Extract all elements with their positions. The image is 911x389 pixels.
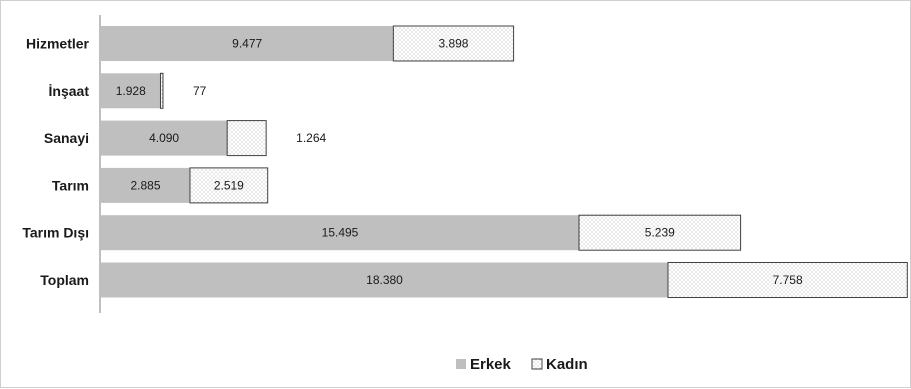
- data-label-kadın-sanayi: 1.264: [296, 131, 326, 145]
- bar-kadın-hizmetler: [392, 25, 515, 62]
- category-label-tarım: Tarım: [52, 177, 89, 193]
- legend-label-kadın: Kadın: [546, 356, 588, 373]
- data-label-erkek-tarım-dışı: 15.495: [322, 226, 359, 240]
- category-label-i-nşaat: İnşaat: [49, 83, 90, 99]
- plot-area: Hizmetler 9.477 3.898 İnşaat 1.928 77 Sanayi 4.…: [22, 25, 908, 298]
- category-label-sanayi: Sanayi: [44, 130, 89, 146]
- data-label-kadın-hizmetler: 3.898: [438, 37, 468, 51]
- bar-kadın-i-nşaat: [159, 72, 164, 109]
- data-label-erkek-hizmetler: 9.477: [232, 37, 262, 51]
- data-label-erkek-sanayi: 4.090: [149, 131, 179, 145]
- bar-kadın-toplam: [667, 262, 908, 298]
- bar-kadın-tarım-dışı: [578, 214, 742, 251]
- data-label-kadın-i-nşaat: 77: [193, 84, 207, 98]
- bar-erkek-hizmetler: [101, 26, 394, 61]
- bar-erkek-tarım: [101, 167, 190, 203]
- category-label-hizmetler: Hizmetler: [26, 36, 90, 52]
- bar-erkek-i-nşaat: [101, 73, 161, 109]
- legend-swatch-kadın: [531, 358, 543, 370]
- data-label-erkek-tarım: 2.885: [130, 178, 160, 192]
- bar-erkek-toplam: [101, 262, 668, 298]
- legend-label-erkek: Erkek: [470, 356, 512, 373]
- category-label-toplam: Toplam: [40, 272, 89, 288]
- data-label-erkek-toplam: 18.380: [366, 273, 403, 287]
- bar-kadın-tarım: [189, 167, 269, 204]
- data-label-kadın-tarım-dışı: 5.239: [645, 226, 675, 240]
- legend-swatch-erkek: [456, 359, 466, 369]
- legend: Erkek Kadın: [456, 356, 588, 373]
- bar-erkek-tarım-dışı: [101, 215, 579, 251]
- data-label-kadın-toplam: 7.758: [773, 273, 803, 287]
- data-label-kadın-tarım: 2.519: [214, 178, 244, 192]
- bar-erkek-sanayi: [101, 120, 228, 156]
- bar-kadın-sanayi: [226, 120, 267, 157]
- category-label-tarım-dışı: Tarım Dışı: [22, 225, 89, 241]
- data-label-erkek-i-nşaat: 1.928: [116, 84, 146, 98]
